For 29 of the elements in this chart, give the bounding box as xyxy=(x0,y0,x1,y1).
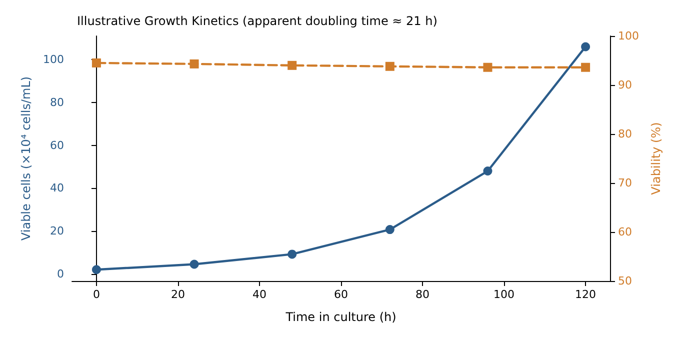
y-tick-label: 0 xyxy=(57,267,64,280)
x-tick-label: 120 xyxy=(575,288,596,301)
x-tick-label: 0 xyxy=(92,288,100,301)
chart-title: Illustrative Growth Kinetics (apparent doubling time ≈ 21 h) xyxy=(77,14,438,28)
point xyxy=(581,42,590,52)
point xyxy=(483,166,492,176)
point xyxy=(190,260,199,269)
y-axis-title: Viable cells (×10⁴ cells/mL) xyxy=(19,76,33,241)
y2-tick-label: 90 xyxy=(618,78,632,92)
point xyxy=(92,265,101,274)
y-tick-label: 60 xyxy=(50,138,64,152)
x-tick-label: 100 xyxy=(494,288,515,301)
y2-tick-label: 50 xyxy=(618,274,632,288)
x-tick-label: 20 xyxy=(170,288,185,301)
y2-tick-label: 70 xyxy=(618,176,632,190)
y2-axis-title: Viability (%) xyxy=(648,122,663,195)
point xyxy=(385,225,394,234)
x-axis-title: Time in culture (h) xyxy=(284,310,396,324)
y-tick-label: 80 xyxy=(50,96,64,109)
x-tick-label: 60 xyxy=(334,288,348,301)
y-tick-label: 20 xyxy=(50,224,64,238)
y2-tick-label: 80 xyxy=(618,128,632,140)
x-tick-label: 80 xyxy=(416,288,430,301)
y-tick-label: 40 xyxy=(50,182,64,195)
point xyxy=(288,250,297,259)
y-tick-label: 100 xyxy=(43,53,64,66)
y2-tick-label: 100 xyxy=(618,30,639,42)
y2-tick-label: 60 xyxy=(618,226,632,238)
x-tick-label: 40 xyxy=(252,288,266,301)
